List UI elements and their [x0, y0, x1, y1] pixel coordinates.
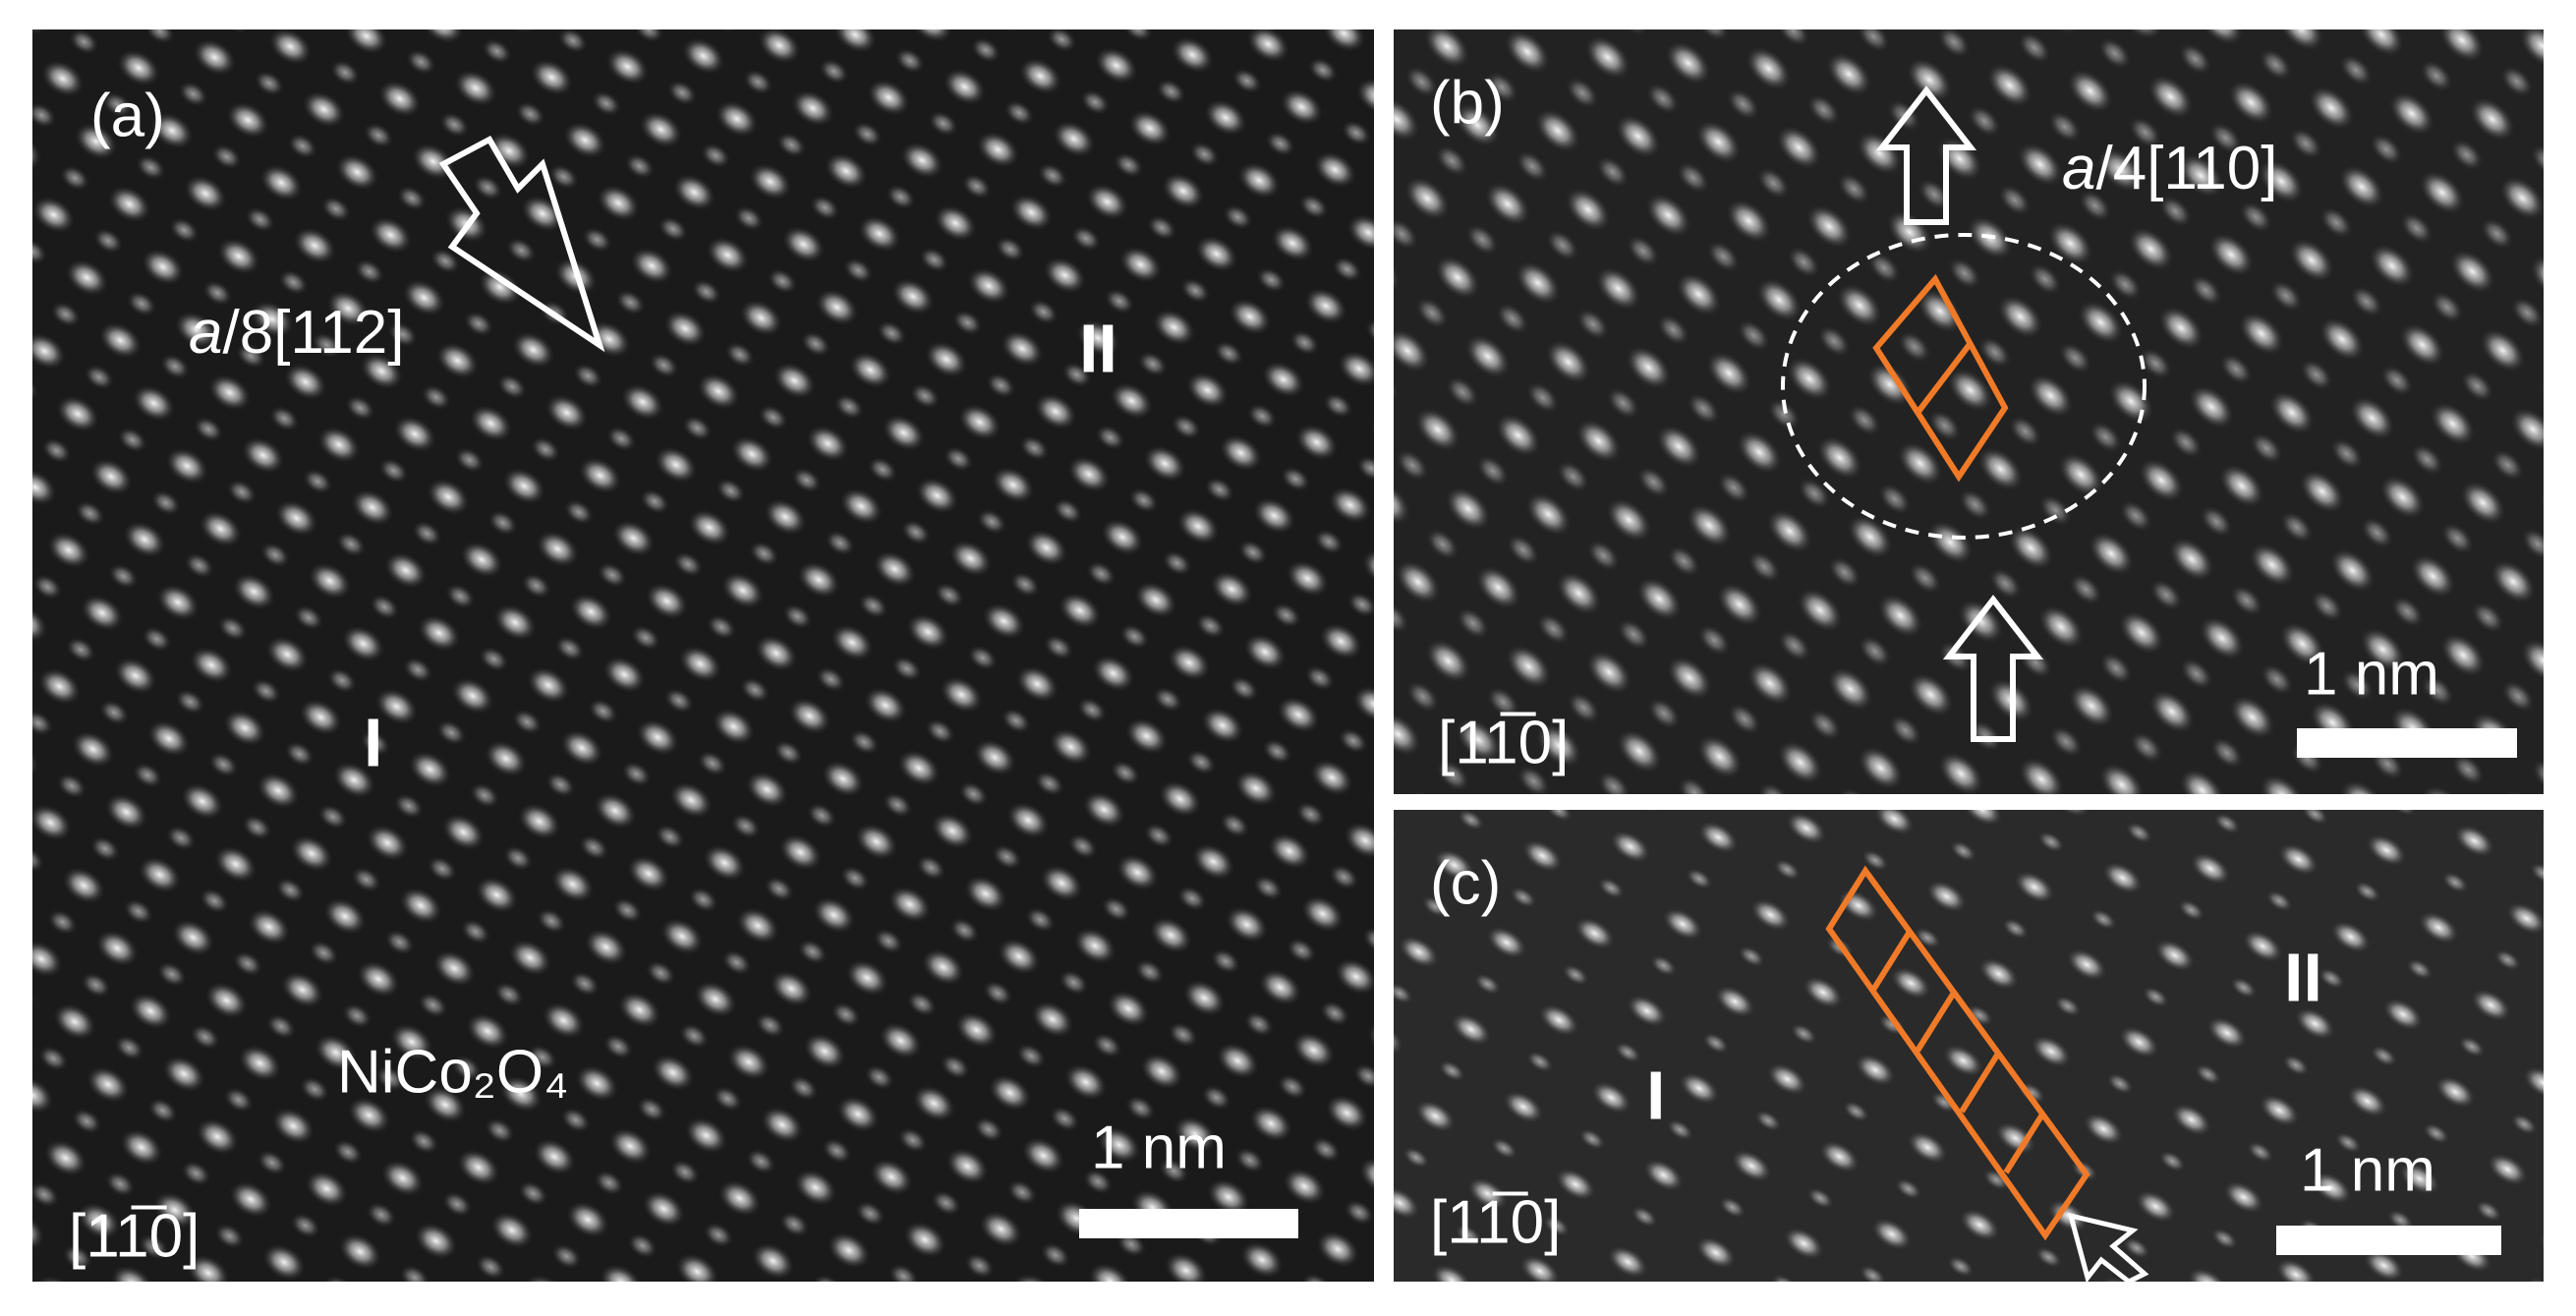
annotation: a/8[112]	[189, 299, 405, 367]
material-label: NiCo₂O₄	[337, 1038, 568, 1106]
scale-bar	[2297, 728, 2517, 758]
arrow	[2067, 1212, 2149, 1285]
annotation: a/4[110]	[2062, 135, 2278, 202]
region-label: I	[1646, 1057, 1665, 1133]
unit-cell-divider	[1870, 930, 1913, 992]
zone-axis: [11̅0]	[69, 1202, 200, 1270]
annotation-italic: a	[189, 299, 222, 367]
zone-axis: [11̅0]	[1430, 1188, 1561, 1256]
region-label: II	[1079, 310, 1117, 386]
arrow	[1875, 86, 1977, 225]
annotation-rest: /4[110]	[2095, 135, 2277, 202]
scale-bar-label: 1 nm	[2300, 1136, 2435, 1204]
panel-b: (b) a/4[110] 1 nm [11̅0]	[1394, 29, 2544, 794]
unit-cell-divider	[1959, 1052, 2001, 1114]
panel-label: (c)	[1430, 849, 1501, 917]
panel-label: (a)	[90, 82, 165, 149]
panel-c: (c) II I 1 nm [11̅0]	[1394, 810, 2544, 1285]
unit-cell-chain	[1825, 865, 2090, 1241]
scale-bar-label: 1 nm	[1091, 1114, 1227, 1181]
annotation-italic: a	[2062, 135, 2095, 202]
arrow	[438, 135, 605, 353]
scale-bar-label: 1 nm	[2304, 640, 2439, 708]
scale-bar	[2276, 1226, 2501, 1255]
zone-axis: [11̅0]	[1438, 709, 1569, 776]
highlight-ellipse	[1781, 233, 2147, 540]
atom-lattice	[1394, 810, 2544, 1282]
scale-bar	[1079, 1209, 1298, 1238]
annotation-rest: /8[112]	[222, 299, 404, 367]
atom-lattice	[32, 29, 1374, 1282]
arrow	[1942, 595, 2044, 742]
panel-a: (a) a/8[112] II I NiCo₂O₄ 1 nm [11̅0]	[32, 29, 1374, 1282]
unit-cell-divider	[1915, 991, 1957, 1053]
panel-label: (b)	[1430, 69, 1505, 137]
region-label: I	[364, 704, 382, 780]
atom-lattice	[1394, 29, 2544, 794]
unit-cell-divider	[1915, 341, 1974, 415]
unit-cell	[1872, 273, 2009, 483]
unit-cell-divider	[2003, 1113, 2045, 1174]
region-label: II	[2284, 939, 2322, 1015]
